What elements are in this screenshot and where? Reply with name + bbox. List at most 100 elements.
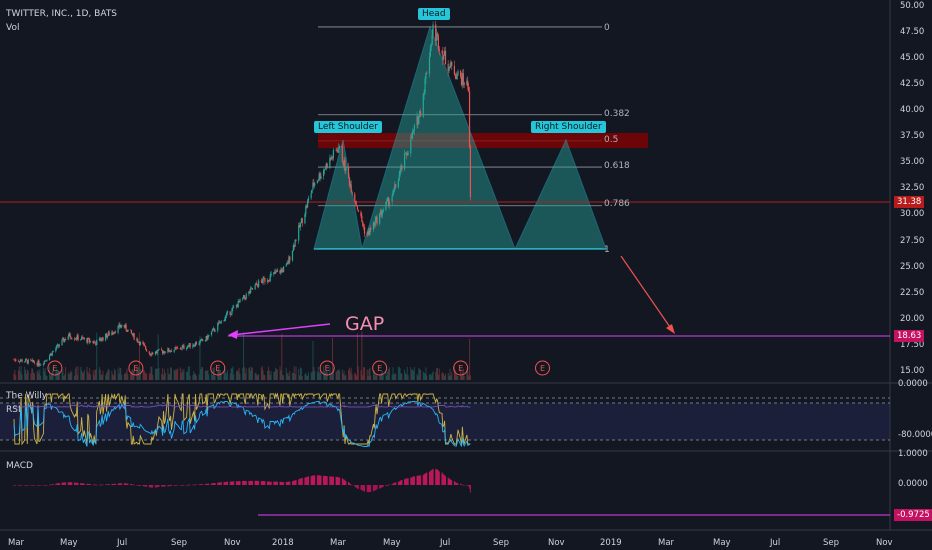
macd-bar (258, 480, 260, 485)
candle-body (235, 305, 238, 307)
candle-body (468, 86, 470, 92)
candle-body (262, 277, 264, 283)
volume-bar (108, 369, 110, 380)
macd-bar (52, 484, 54, 485)
macd-bar (324, 475, 326, 485)
gap-arrow[interactable] (231, 323, 331, 336)
macd-bar (161, 485, 163, 487)
earnings-marker (47, 360, 63, 376)
volume-bar (174, 370, 176, 380)
volume-bar (436, 368, 438, 380)
volume-bar (90, 374, 92, 380)
candle-body (362, 221, 364, 226)
volume-bar (356, 375, 358, 380)
macd-bar (130, 483, 132, 485)
candle-body (169, 351, 171, 353)
volume-bar (410, 366, 412, 380)
volume-bar (332, 368, 334, 380)
right-shoulder-label[interactable]: Right Shoulder (531, 121, 606, 133)
candle-body (461, 73, 464, 85)
volume-bar (312, 340, 314, 380)
macd-bar (444, 475, 446, 485)
volume-bar (283, 375, 285, 380)
candle-body (106, 335, 109, 338)
volume-bar (451, 372, 453, 380)
left-shoulder-label[interactable]: Left Shoulder (314, 121, 382, 133)
macd-bar (230, 481, 232, 485)
macd-bar (251, 480, 253, 485)
volume-bar (32, 368, 34, 380)
volume-bar (193, 371, 195, 380)
candle-body (212, 328, 214, 330)
candle-body (444, 50, 446, 56)
macd-bar (37, 485, 39, 486)
candle-body (288, 256, 290, 264)
macd-bar (111, 483, 113, 485)
volume-bar (453, 366, 455, 380)
macd-bar (90, 484, 92, 485)
candle-body (144, 344, 146, 347)
candle-body (393, 189, 395, 191)
macd-bar (15, 485, 17, 486)
candle-body (214, 330, 216, 332)
macd-bar (33, 485, 35, 486)
candle-body (260, 280, 262, 282)
volume-bar (226, 373, 228, 380)
volume-bar (149, 372, 151, 380)
volume-bar (243, 332, 245, 380)
candle-body (210, 331, 213, 336)
head-label[interactable]: Head (418, 8, 450, 20)
macd-bar (405, 478, 407, 485)
gap-label[interactable]: GAP (345, 313, 385, 335)
volume-bar (438, 368, 440, 380)
volume-bar (291, 373, 293, 380)
candle-body (379, 210, 382, 214)
macd-bar (186, 484, 188, 486)
candle-body (199, 340, 201, 344)
macd-bar (432, 468, 434, 485)
macd-bar (404, 478, 406, 485)
candlestick-series[interactable] (13, 20, 472, 368)
volume-bar (202, 367, 204, 380)
candle-body (330, 158, 332, 160)
macd-bar (225, 481, 227, 485)
candle-body (412, 130, 415, 132)
macd-bar (93, 484, 95, 486)
candle-body (417, 116, 419, 125)
candle-body (157, 349, 159, 351)
candle-body (82, 337, 84, 340)
volume-bar (50, 372, 52, 380)
macd-bar (386, 485, 388, 486)
macd-bar (227, 481, 229, 485)
candle-body (437, 35, 439, 49)
candle-body (26, 360, 28, 364)
candle-body (370, 228, 372, 230)
candle-body (70, 337, 72, 339)
volume-bar (399, 368, 401, 380)
macd-bar (17, 485, 19, 486)
volume-bar (187, 366, 189, 380)
candle-body (313, 182, 315, 186)
macd-bar (61, 482, 63, 485)
macd-bar (351, 485, 353, 486)
candle-body (254, 285, 256, 290)
macd-bar (32, 485, 34, 486)
earnings-marker (128, 360, 144, 376)
candle-body (448, 67, 450, 71)
candle-body (419, 111, 421, 117)
macd-bar (255, 480, 257, 485)
macd-bar (449, 479, 451, 485)
macd-bar (393, 483, 395, 485)
candle-body (298, 225, 301, 228)
macd-bar (202, 484, 204, 485)
macd-bar (401, 480, 403, 485)
macd-bar (349, 483, 351, 485)
volume-bar (367, 375, 369, 380)
candle-body (208, 335, 210, 336)
fib-label-0786: 0.786 (604, 199, 630, 209)
target-projection-arrow[interactable] (620, 255, 673, 331)
candle-body (177, 347, 179, 349)
earnings-marker (534, 360, 550, 376)
candle-body (124, 324, 126, 328)
